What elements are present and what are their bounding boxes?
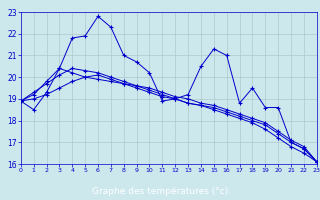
Text: Graphe des températures (°c): Graphe des températures (°c) bbox=[92, 186, 228, 196]
